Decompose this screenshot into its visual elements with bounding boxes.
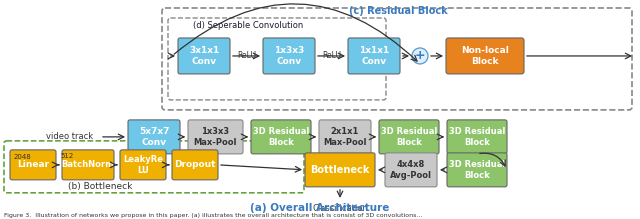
- Text: Bottleneck: Bottleneck: [310, 165, 370, 175]
- Text: (c) Residual Block: (c) Residual Block: [349, 6, 447, 16]
- Text: Non-local
Block: Non-local Block: [461, 46, 509, 66]
- Text: 3D Residual
Block: 3D Residual Block: [449, 127, 505, 147]
- Text: video track: video track: [47, 132, 93, 141]
- Text: Linear: Linear: [17, 160, 49, 169]
- FancyBboxPatch shape: [263, 38, 315, 74]
- Text: LeakyRe
LU: LeakyRe LU: [123, 155, 163, 175]
- FancyBboxPatch shape: [172, 150, 218, 180]
- Text: BatchNorm: BatchNorm: [61, 160, 115, 169]
- Text: +: +: [415, 49, 426, 62]
- Text: 3D Residual
Block: 3D Residual Block: [449, 160, 505, 180]
- Text: 5x7x7
Conv: 5x7x7 Conv: [139, 127, 169, 147]
- Text: 512: 512: [60, 153, 73, 159]
- Text: Dropout: Dropout: [174, 160, 216, 169]
- Text: 1x1x1
Conv: 1x1x1 Conv: [359, 46, 389, 66]
- FancyBboxPatch shape: [379, 120, 439, 154]
- Text: Classification: Classification: [312, 204, 368, 213]
- Circle shape: [412, 48, 428, 64]
- FancyBboxPatch shape: [188, 120, 243, 154]
- Text: (d) Seperable Convolution: (d) Seperable Convolution: [193, 21, 303, 30]
- Text: 1x3x3
Conv: 1x3x3 Conv: [274, 46, 304, 66]
- Text: Figure 3.  Illustration of networks we propose in this paper. (a) illustrates th: Figure 3. Illustration of networks we pr…: [4, 213, 422, 218]
- FancyBboxPatch shape: [447, 153, 507, 187]
- Text: ReLU: ReLU: [323, 51, 342, 60]
- FancyBboxPatch shape: [178, 38, 230, 74]
- FancyBboxPatch shape: [385, 153, 437, 187]
- Text: 1x3x3
Max-Pool: 1x3x3 Max-Pool: [194, 127, 237, 147]
- Text: (a) Overall Architecture: (a) Overall Architecture: [250, 203, 390, 213]
- Text: ReLU: ReLU: [237, 51, 257, 60]
- Text: 3x1x1
Conv: 3x1x1 Conv: [189, 46, 219, 66]
- FancyBboxPatch shape: [128, 120, 180, 154]
- FancyBboxPatch shape: [62, 150, 114, 180]
- FancyBboxPatch shape: [348, 38, 400, 74]
- FancyBboxPatch shape: [10, 150, 56, 180]
- Text: 4x4x8
Avg-Pool: 4x4x8 Avg-Pool: [390, 160, 432, 180]
- Text: 2x1x1
Max-Pool: 2x1x1 Max-Pool: [323, 127, 367, 147]
- Text: (b) Bottleneck: (b) Bottleneck: [68, 182, 132, 191]
- Text: 2048: 2048: [14, 154, 32, 160]
- FancyBboxPatch shape: [446, 38, 524, 74]
- FancyBboxPatch shape: [447, 120, 507, 154]
- Text: 3D Residual
Block: 3D Residual Block: [381, 127, 437, 147]
- Text: 3D Residual
Block: 3D Residual Block: [253, 127, 309, 147]
- FancyBboxPatch shape: [251, 120, 311, 154]
- FancyBboxPatch shape: [120, 150, 166, 180]
- FancyBboxPatch shape: [305, 153, 375, 187]
- FancyBboxPatch shape: [319, 120, 371, 154]
